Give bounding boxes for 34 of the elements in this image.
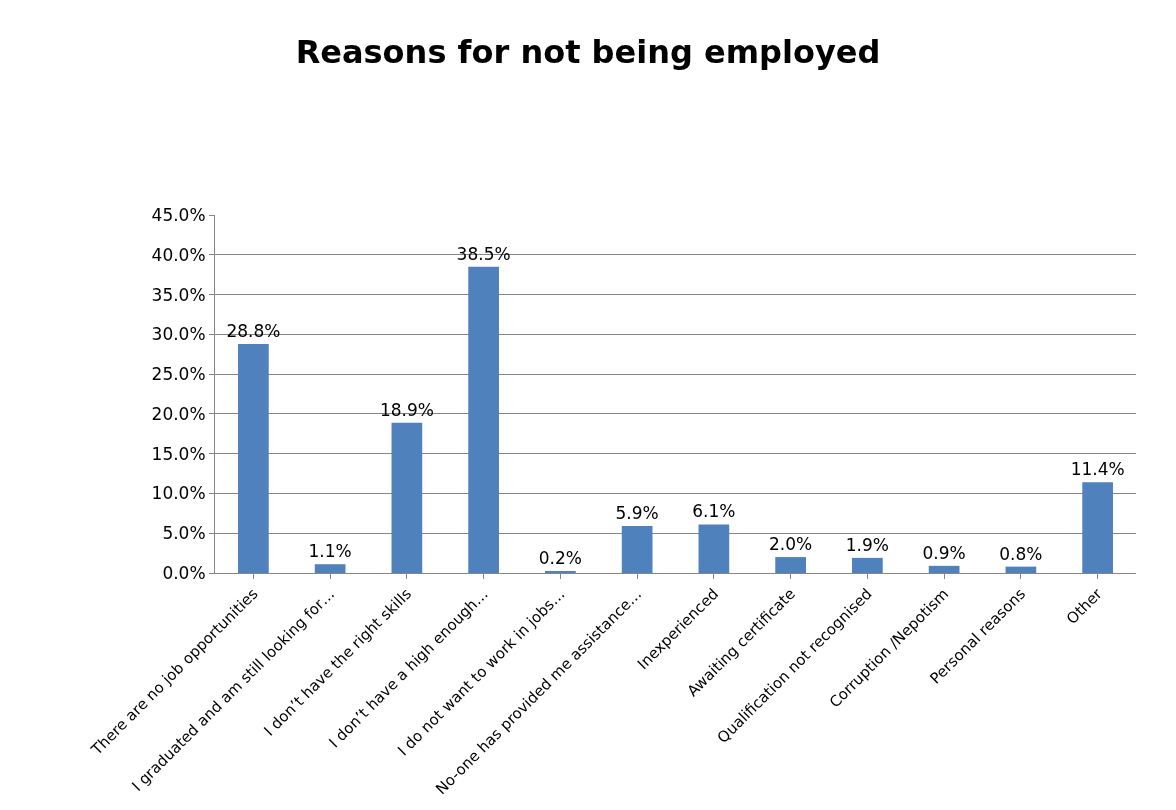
data-label: 0.2% xyxy=(538,548,582,568)
bar xyxy=(1082,482,1113,573)
bar xyxy=(698,524,730,573)
data-label: 0.8% xyxy=(999,543,1043,564)
y-tick-label: 45.0% xyxy=(151,204,206,225)
data-label: 5.9% xyxy=(615,503,659,524)
data-label: 11.4% xyxy=(1070,459,1125,480)
y-tick-label: 30.0% xyxy=(151,324,206,345)
bar xyxy=(852,557,883,573)
y-tick-label: 10.0% xyxy=(151,483,206,504)
data-label: 2.0% xyxy=(769,534,813,555)
bar xyxy=(391,422,423,573)
y-tick-label: 25.0% xyxy=(151,364,206,385)
data-label: 28.8% xyxy=(226,320,281,341)
data-label: 38.5% xyxy=(456,243,511,264)
chart-title: Reasons for not being employed xyxy=(295,32,881,71)
bar xyxy=(1005,566,1037,573)
y-tick-label: 20.0% xyxy=(151,403,206,424)
y-tick-label: 40.0% xyxy=(151,244,206,265)
data-label: 1.9% xyxy=(845,534,889,555)
bar xyxy=(928,565,960,573)
bar xyxy=(775,557,806,573)
y-tick-label: 35.0% xyxy=(151,284,206,305)
y-tick-label: 0.0% xyxy=(162,562,206,583)
bar xyxy=(621,526,653,573)
bar xyxy=(314,564,346,573)
bar xyxy=(238,343,269,573)
data-label: 18.9% xyxy=(379,399,434,420)
data-label: 0.9% xyxy=(922,542,966,563)
data-label: 6.1% xyxy=(692,501,736,522)
bar xyxy=(468,266,499,573)
data-label: 1.1% xyxy=(308,541,352,562)
y-tick-label: 15.0% xyxy=(151,443,206,464)
y-tick-label: 5.0% xyxy=(162,523,206,544)
